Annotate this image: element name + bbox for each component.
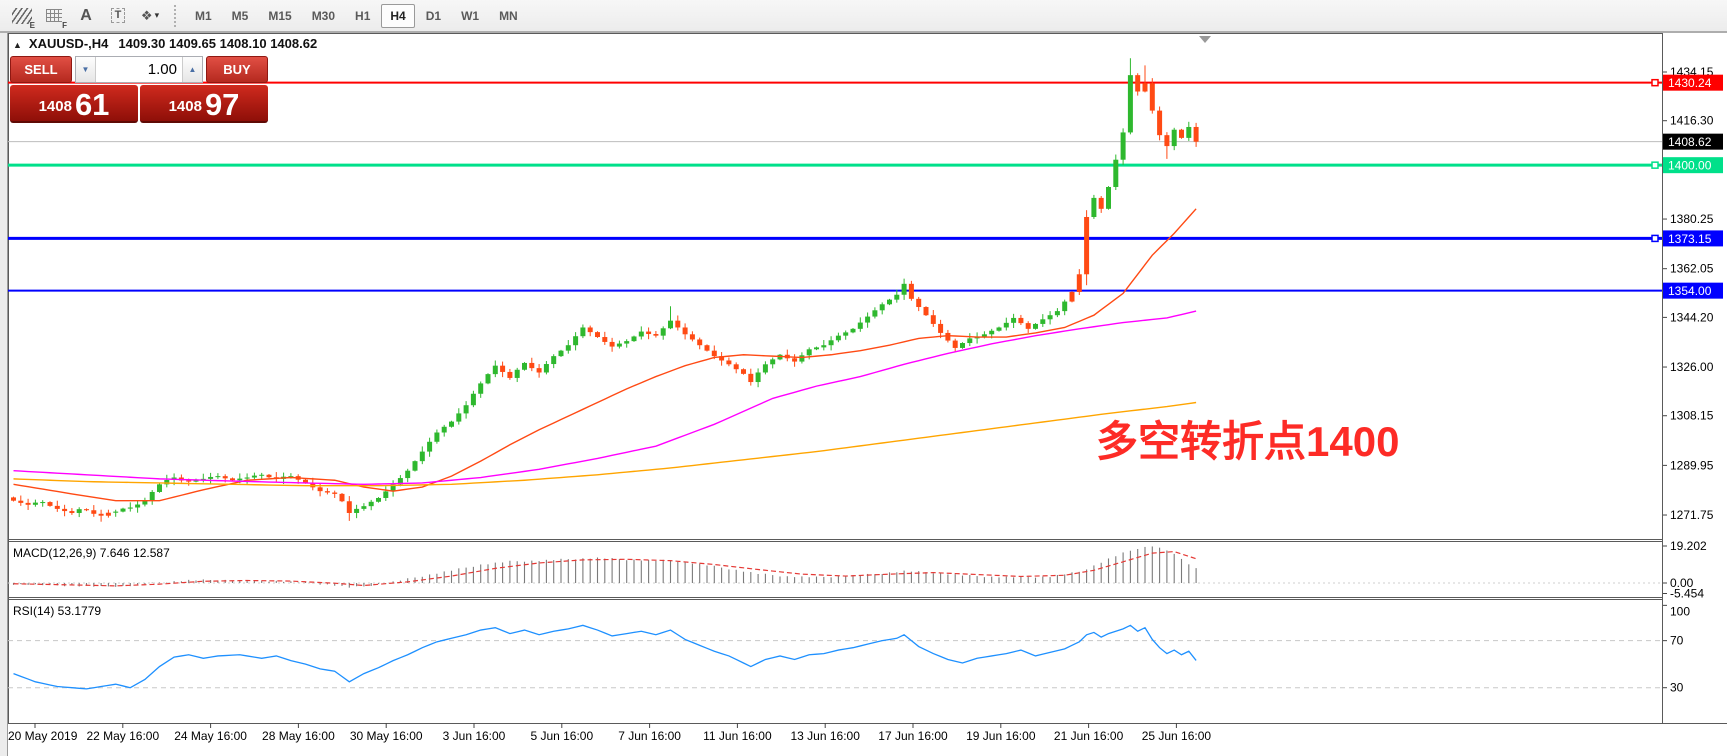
time-label: 24 May 16:00: [174, 729, 247, 743]
icon-sub-label: F: [62, 20, 67, 30]
volume-stepper: ▼ ▲: [75, 56, 203, 83]
svg-text:1416.30: 1416.30: [1670, 114, 1714, 128]
symbol-name: XAUUSD-,H4: [28, 36, 109, 51]
rsi-panel: [8, 624, 1662, 690]
volume-input[interactable]: [96, 57, 182, 82]
moving-averages: [13, 208, 1197, 502]
macd-panel: [8, 546, 1662, 588]
time-label: 20 May 2019: [8, 729, 78, 743]
buy-price-base: 1408: [168, 98, 202, 115]
window-left-gutter: [0, 32, 8, 756]
collapse-trade-panel-icon[interactable]: ▲: [13, 40, 22, 50]
equidistant-channel-glyph: [12, 7, 32, 24]
ma-mid-line: [13, 310, 1197, 486]
svg-text:0.00: 0.00: [1670, 576, 1694, 590]
time-axis: 20 May 2019 22 May 16:00 24 May 16:00 28 Ma…: [8, 723, 1211, 743]
tf-button-H1[interactable]: H1: [355, 8, 371, 23]
time-label: 28 May 16:00: [262, 729, 335, 743]
horizontal-lines: [8, 78, 1662, 292]
time-label: 7 Jun 16:00: [618, 729, 681, 743]
text-label-glyph: T: [110, 8, 126, 23]
rsi-line: [13, 624, 1197, 690]
svg-text:1344.20: 1344.20: [1670, 310, 1714, 324]
svg-text:100: 100: [1670, 604, 1690, 618]
svg-text:70: 70: [1670, 634, 1684, 648]
toolbar: E F A T ❖ ▾ M1 M5 M15 M30 H1 H4 D1 W1 MN: [0, 0, 1727, 32]
macd-indicator-label: MACD(12,26,9) 7.646 12.587: [13, 546, 170, 560]
svg-text:-5.454: -5.454: [1670, 587, 1704, 601]
text-label-icon[interactable]: T: [104, 2, 132, 30]
icon-sub-label: E: [29, 20, 35, 30]
svg-text:1373.15: 1373.15: [1668, 232, 1712, 246]
tf-button-W1[interactable]: W1: [461, 8, 480, 23]
one-click-trade-panel: SELL ▼ ▲ BUY 1408 61 1408 97: [10, 56, 268, 123]
time-label: 30 May 16:00: [350, 729, 423, 743]
tf-button-M30[interactable]: M30: [311, 8, 336, 23]
text-annotation-icon[interactable]: A: [72, 2, 100, 30]
chart-text-annotation[interactable]: 多空转折点1400: [1096, 418, 1400, 465]
tf-button-M5[interactable]: M5: [231, 8, 249, 23]
time-label: 5 Jun 16:00: [530, 729, 593, 743]
text-annotation-glyph: A: [80, 6, 92, 24]
volume-decrease-button[interactable]: ▼: [76, 57, 96, 82]
shapes-icon[interactable]: ❖ ▾: [136, 2, 164, 30]
buy-button[interactable]: BUY: [206, 56, 268, 83]
svg-text:1380.25: 1380.25: [1670, 212, 1714, 226]
svg-text:1271.75: 1271.75: [1670, 508, 1714, 522]
svg-text:1308.15: 1308.15: [1670, 409, 1714, 423]
volume-increase-button[interactable]: ▲: [182, 57, 202, 82]
tf-button-M15[interactable]: M15: [268, 8, 292, 23]
time-label: 11 Jun 16:00: [703, 729, 772, 743]
fibonacci-grid-glyph: [46, 9, 62, 22]
svg-text:19.202: 19.202: [1670, 539, 1707, 553]
shapes-glyph: ❖: [140, 7, 153, 23]
ma-fast-line: [13, 208, 1197, 502]
svg-text:1400.00: 1400.00: [1668, 159, 1712, 173]
ohlc-values: 1409.30 1409.65 1408.10 1408.62: [118, 36, 318, 51]
sell-price-pips: 61: [74, 87, 110, 122]
ma-slow-line: [13, 401, 1197, 487]
time-label: 25 Jun 16:00: [1142, 729, 1212, 743]
sell-button[interactable]: SELL: [10, 56, 72, 83]
plot-borders: [0, 32, 1727, 724]
rsi-indicator-label: RSI(14) 53.1779: [13, 604, 102, 618]
price-axis: 1434.151416.301380.251362.051344.201326.…: [1663, 65, 1723, 695]
buy-price-button[interactable]: 1408 97: [140, 85, 268, 123]
tf-button-M1[interactable]: M1: [195, 8, 212, 23]
time-label: 13 Jun 16:00: [790, 729, 860, 743]
timeframe-group: M1 M5 M15 M30 H1 H4 D1 W1 MN: [185, 3, 528, 28]
time-label: 19 Jun 16:00: [966, 729, 1036, 743]
svg-text:1430.24: 1430.24: [1668, 76, 1712, 90]
toolbar-separator: [174, 4, 179, 27]
fibonacci-grid-icon[interactable]: F: [40, 2, 68, 30]
svg-text:1354.00: 1354.00: [1668, 284, 1712, 298]
sell-price-base: 1408: [38, 98, 72, 115]
time-label: 21 Jun 16:00: [1054, 729, 1124, 743]
time-label: 22 May 16:00: [86, 729, 159, 743]
tf-button-D1[interactable]: D1: [425, 8, 442, 23]
equidistant-channel-icon[interactable]: E: [8, 2, 36, 30]
svg-text:1362.05: 1362.05: [1670, 262, 1714, 276]
svg-text:30: 30: [1670, 681, 1684, 695]
chart-shift-marker-icon[interactable]: [1199, 36, 1211, 43]
macd-signal-line: [13, 550, 1197, 587]
tf-button-H4[interactable]: H4: [381, 3, 415, 28]
svg-text:1408.62: 1408.62: [1668, 135, 1712, 149]
time-label: 3 Jun 16:00: [443, 729, 506, 743]
svg-text:1326.00: 1326.00: [1670, 360, 1714, 374]
buy-price-pips: 97: [204, 87, 240, 122]
tf-button-MN[interactable]: MN: [499, 8, 518, 23]
sell-price-button[interactable]: 1408 61: [10, 85, 138, 123]
svg-text:1289.95: 1289.95: [1670, 458, 1714, 472]
symbol-title: ▲ XAUUSD-,H4 1409.30 1409.65 1408.10 1408.…: [13, 36, 317, 51]
candles-layer: [11, 58, 1199, 522]
time-label: 17 Jun 16:00: [878, 729, 948, 743]
chevron-down-icon: ▾: [154, 10, 160, 20]
